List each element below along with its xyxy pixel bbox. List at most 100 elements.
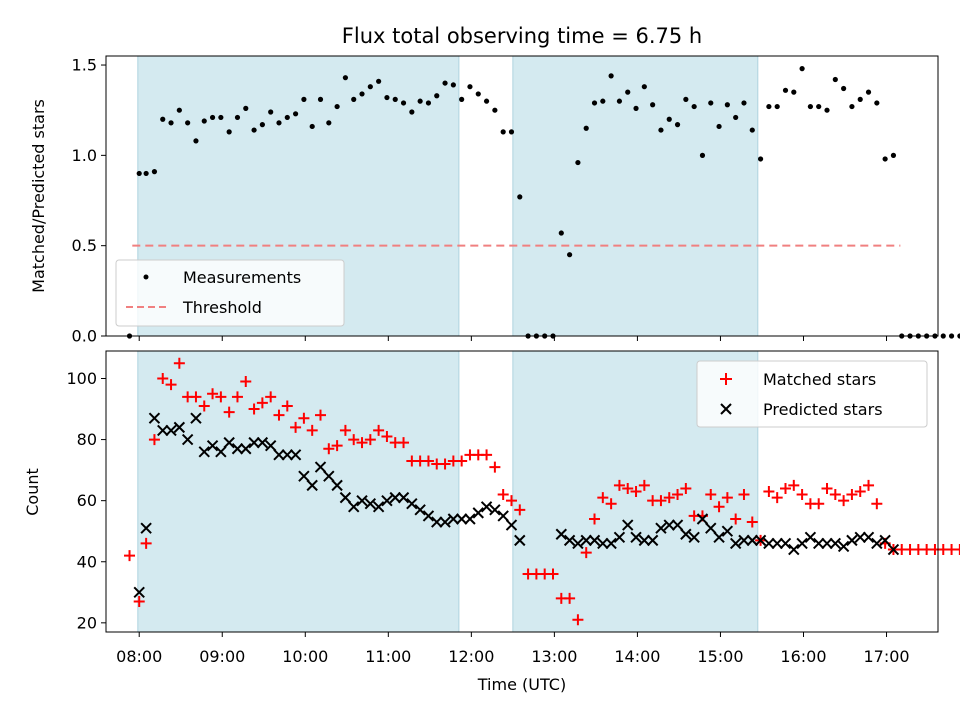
predicted-stars-point bbox=[389, 491, 401, 504]
predicted-stars-point bbox=[721, 525, 734, 537]
x-tick-label: 12:00 bbox=[448, 647, 494, 666]
matched-stars-point bbox=[198, 400, 210, 412]
matched-stars-point bbox=[398, 437, 410, 449]
measurements-point bbox=[459, 96, 465, 102]
measurements-point bbox=[816, 103, 822, 110]
x-tick-label: 09:00 bbox=[199, 647, 245, 666]
observing-interval-2 bbox=[512, 56, 758, 336]
predicted-stars-point bbox=[555, 528, 568, 540]
x-tick-label: 10:00 bbox=[282, 647, 328, 666]
measurements-point bbox=[226, 129, 232, 135]
measurements-point bbox=[268, 109, 274, 115]
predicted-stars-point bbox=[356, 494, 368, 507]
matched-stars-point bbox=[638, 479, 650, 491]
y-tick-label: 80 bbox=[77, 430, 97, 449]
predicted-stars-point bbox=[846, 534, 858, 547]
measurements-point bbox=[683, 96, 689, 102]
matched-stars-point bbox=[315, 409, 327, 421]
matched-stars-point bbox=[954, 544, 960, 556]
predicted-stars-point bbox=[173, 421, 186, 434]
matched-stars-point bbox=[133, 595, 145, 607]
predicted-stars-point bbox=[829, 537, 842, 550]
matched-stars-point bbox=[348, 434, 360, 446]
matched-stars-point bbox=[422, 455, 434, 467]
measurements-point bbox=[367, 84, 373, 90]
matched-stars-point bbox=[597, 492, 609, 504]
predicted-stars-point bbox=[198, 446, 210, 458]
matched-stars-point bbox=[364, 434, 376, 446]
predicted-stars-point bbox=[331, 479, 343, 492]
matched-stars-point bbox=[821, 482, 833, 494]
measurements-point bbox=[442, 80, 448, 86]
predicted-stars-point bbox=[497, 510, 509, 522]
predicted-stars-point bbox=[406, 498, 418, 510]
measurements-point bbox=[625, 89, 631, 95]
y-tick-label: 40 bbox=[77, 552, 97, 571]
measurements-point bbox=[948, 333, 955, 339]
matched-stars-point bbox=[381, 431, 393, 443]
matched-stars-point bbox=[190, 391, 202, 403]
matched-stars-point bbox=[589, 513, 601, 525]
matched-stars-point bbox=[564, 592, 576, 604]
measurements-point bbox=[766, 103, 772, 110]
matched-stars-point bbox=[713, 501, 725, 513]
matched-stars-point bbox=[630, 486, 642, 497]
measurements-point bbox=[276, 120, 282, 126]
predicted-stars-point bbox=[181, 433, 194, 446]
measurements-point bbox=[807, 103, 814, 110]
predicted-stars-point bbox=[455, 513, 468, 525]
matched-stars-point bbox=[173, 357, 185, 369]
predicted-stars-point bbox=[480, 501, 493, 513]
measurements-point bbox=[168, 120, 174, 126]
measurements-point bbox=[218, 114, 224, 121]
measurements-point bbox=[209, 114, 216, 121]
predicted-stars-point bbox=[289, 449, 302, 461]
predicted-stars-point bbox=[871, 537, 883, 550]
measurements-point bbox=[234, 114, 241, 121]
measurements-point bbox=[882, 156, 888, 162]
matched-stars-point bbox=[829, 489, 841, 501]
matched-stars-point bbox=[863, 479, 875, 491]
y-tick-label: 0.5 bbox=[72, 236, 97, 255]
predicted-stars-point bbox=[422, 510, 435, 522]
legend-label-predicted-stars: Predicted stars bbox=[763, 400, 883, 419]
predicted-stars-point bbox=[854, 531, 866, 544]
predicted-stars-point bbox=[215, 446, 227, 458]
predicted-stars-point bbox=[613, 531, 626, 544]
measurements-point bbox=[359, 91, 365, 97]
matched-stars-point bbox=[613, 479, 625, 491]
predicted-stars-point bbox=[837, 540, 850, 553]
predicted-stars-point bbox=[439, 516, 451, 528]
predicted-stars-point bbox=[165, 424, 177, 437]
y-tick-label: 60 bbox=[77, 491, 97, 510]
x-tick-label: 13:00 bbox=[531, 647, 577, 666]
x-tick-label: 15:00 bbox=[697, 647, 743, 666]
measurements-point bbox=[666, 116, 672, 122]
matched-stars-point bbox=[771, 492, 783, 504]
matched-stars-point bbox=[505, 495, 517, 507]
predicted-stars-point bbox=[729, 537, 742, 550]
measurements-point bbox=[392, 96, 398, 102]
measurements-point bbox=[176, 107, 182, 113]
measurements-point bbox=[500, 129, 506, 135]
matched-stars-point bbox=[165, 379, 177, 391]
predicted-stars-point bbox=[372, 501, 385, 513]
predicted-stars-point bbox=[447, 513, 460, 525]
bottom-y-axis-label: Count bbox=[23, 468, 42, 516]
bottom-legend: Matched stars Predicted stars bbox=[696, 360, 928, 428]
matched-stars-point bbox=[148, 434, 160, 446]
predicted-stars-point bbox=[133, 586, 145, 599]
matched-stars-point bbox=[854, 486, 866, 497]
predicted-stars-point bbox=[489, 504, 501, 516]
predicted-stars-point bbox=[273, 449, 285, 461]
predicted-stars-point bbox=[588, 534, 601, 547]
matched-stars-point bbox=[298, 412, 310, 424]
measurements-point bbox=[425, 100, 432, 106]
predicted-stars-point bbox=[638, 534, 651, 547]
measurements-point bbox=[301, 96, 307, 102]
predicted-stars-point bbox=[655, 522, 667, 534]
y-tick-label: 0.0 bbox=[72, 327, 97, 346]
measurements-point bbox=[857, 96, 863, 102]
matched-stars-point bbox=[157, 372, 169, 384]
x-tick-label: 14:00 bbox=[614, 647, 660, 666]
